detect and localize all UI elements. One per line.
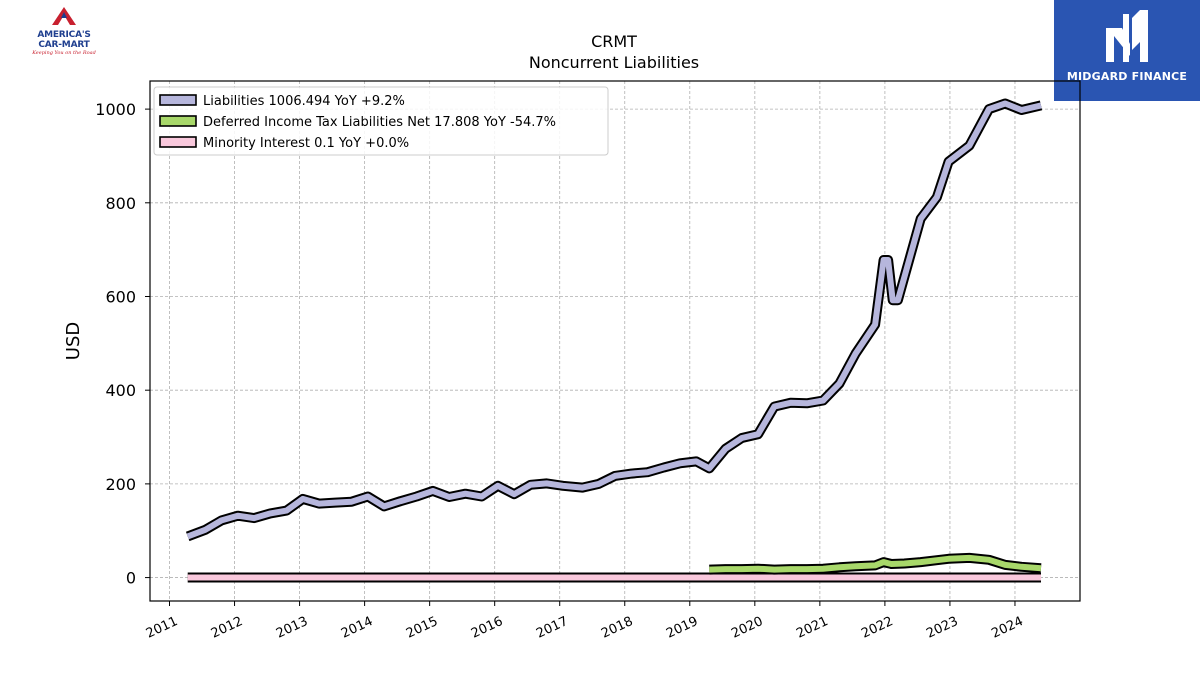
americas-car-mart-logo: AMERICA'S CAR-MART Keeping You on the Ro…	[26, 6, 102, 58]
x-tick-label: 2024	[989, 614, 1025, 642]
x-tick-label: 2012	[209, 614, 245, 642]
midgard-finance-logo: MIDGARD FINANCE	[1054, 0, 1200, 101]
legend-label: Deferred Income Tax Liabilities Net 17.8…	[203, 115, 556, 130]
chart-title: CRMT	[591, 32, 637, 51]
x-tick-label: 2015	[404, 614, 440, 642]
x-tick-label: 2022	[859, 614, 895, 642]
midgard-m-icon	[1106, 10, 1148, 62]
series-line-liabilities	[186, 100, 1042, 540]
plot-frame	[149, 80, 1081, 602]
y-tick-label: 0	[126, 569, 136, 588]
car-mart-a-icon	[52, 7, 76, 25]
logo-left-tagline: Keeping You on the Road	[32, 50, 96, 56]
legend-label: Minority Interest 0.1 YoY +0.0%	[203, 136, 409, 151]
y-axis: 0 200 400 600 800 1000	[95, 100, 150, 588]
x-tick-label: 2017	[534, 614, 570, 642]
y-tick-label: 1000	[95, 100, 136, 119]
x-tick-label: 2023	[924, 614, 960, 642]
x-tick-label: 2018	[599, 614, 635, 642]
y-tick-label: 800	[105, 194, 136, 213]
legend-box	[153, 86, 609, 156]
series-group	[185, 98, 1043, 583]
y-axis-label: USD	[63, 322, 84, 360]
y-tick-label: 400	[105, 381, 136, 400]
legend-swatch	[159, 94, 197, 106]
legend-label: Liabilities 1006.494 YoY +9.2%	[203, 94, 405, 109]
grid-lines	[150, 81, 1080, 601]
x-tick-label: 2021	[794, 614, 830, 642]
x-tick-label: 2016	[469, 614, 505, 642]
x-tick-label: 2019	[664, 614, 700, 642]
legend-swatch	[159, 115, 197, 127]
midgard-brand-text: MIDGARD FINANCE	[1066, 70, 1188, 83]
logo-left-line1: AMERICA'S	[37, 30, 91, 40]
x-axis: 2011 2012 2013 2014 2015 2016 2017 2018 2019 2020…	[144, 601, 1026, 642]
x-tick-label: 2014	[339, 614, 375, 642]
y-tick-label: 600	[105, 287, 136, 306]
x-tick-label: 2011	[144, 614, 180, 642]
series-line-deferred-income-tax-liabilities-net	[709, 554, 1042, 573]
y-tick-label: 200	[105, 475, 136, 494]
chart-legend: Liabilities 1006.494 YoY +9.2% Deferred I…	[153, 86, 609, 156]
x-tick-label: 2013	[274, 614, 310, 642]
series-outline-liabilities	[185, 98, 1043, 542]
legend-swatch	[159, 136, 197, 148]
chart-subtitle: Noncurrent Liabilities	[529, 53, 699, 72]
x-tick-label: 2020	[729, 614, 765, 642]
logo-left-line2: CAR-MART	[38, 40, 90, 50]
